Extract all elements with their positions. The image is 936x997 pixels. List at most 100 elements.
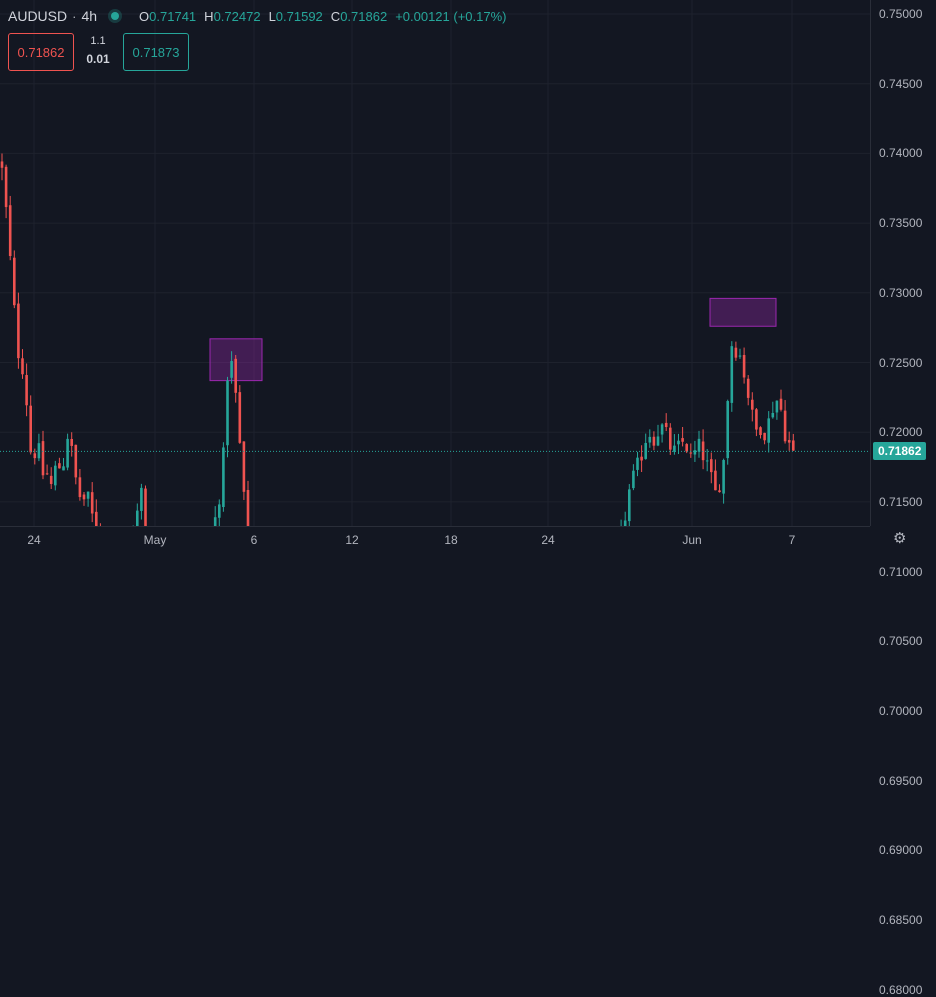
price-tick-label: 0.74500 (879, 76, 923, 91)
candle-body (29, 405, 32, 453)
candle-body (751, 399, 754, 410)
price-tick-label: 0.71500 (879, 494, 923, 509)
price-tick-label: 0.70500 (879, 634, 923, 649)
candle-body (640, 456, 643, 461)
candle-body (246, 490, 250, 555)
candle-body (697, 438, 701, 452)
candle-body (669, 427, 672, 450)
candle-body (677, 440, 680, 445)
time-tick-label: 24 (541, 533, 555, 547)
candle-body (705, 460, 709, 462)
candle-body (628, 489, 631, 522)
price-tick-label: 0.69000 (879, 843, 923, 858)
change-value: +0.00121 (+0.17%) (395, 8, 507, 24)
candle-body (734, 347, 738, 358)
time-tick-label: 12 (345, 533, 359, 547)
candle-body (0, 161, 4, 168)
time-tick-label: 24 (27, 533, 41, 547)
candle-body (226, 380, 229, 446)
candle-body (95, 511, 98, 533)
candle-body (49, 475, 53, 484)
low-value: 0.71592 (275, 8, 323, 24)
price-tick-label: 0.68000 (879, 982, 923, 997)
open-value: 0.71741 (149, 8, 197, 24)
candle-body (82, 494, 86, 500)
time-tick-label: May (143, 533, 167, 547)
close-value: 0.71862 (340, 8, 388, 24)
spread-value: 1.1 (90, 35, 106, 47)
candle-body (673, 445, 676, 452)
price-tick-label: 0.74000 (879, 146, 923, 161)
symbol-name[interactable]: AUDUSD (8, 8, 68, 24)
candle-body (623, 520, 627, 530)
candle-body (681, 438, 684, 442)
candle-body (17, 303, 20, 359)
candle-body (660, 424, 664, 435)
timeframe-label[interactable]: 4h (81, 8, 98, 24)
symbol-legend: AUDUSD · 4h O 0.71741 H 0.72472 L 0.7159… (8, 8, 515, 24)
candle-body (213, 517, 217, 551)
price-axis[interactable]: 0.75000 0.74500 0.74000 0.73500 0.73000 0.725… (870, 0, 936, 997)
price-tick-label: 0.71000 (879, 564, 923, 579)
candle-body (730, 346, 734, 403)
candle-body (33, 453, 37, 459)
time-tick-label: 7 (788, 533, 796, 547)
time-axis[interactable]: 24 May 6 12 18 24 Jun 7 (0, 526, 870, 551)
candle-body (45, 473, 49, 475)
highlight-rectangle[interactable] (709, 297, 777, 327)
candle-body (648, 436, 652, 443)
quantity-value[interactable]: 0.01 (86, 52, 110, 66)
candle-body (771, 412, 775, 418)
candle-body (718, 490, 721, 493)
price-tick-label: 0.69500 (879, 773, 923, 788)
candle-body (685, 444, 688, 452)
live-dot-icon (111, 12, 120, 20)
candle-body (714, 470, 717, 491)
candle-body (140, 487, 143, 511)
candle-body (763, 432, 766, 441)
candlestick-chart[interactable] (0, 0, 870, 991)
candle-body (738, 355, 742, 357)
candle-body (136, 510, 139, 536)
price-tick-label: 0.72500 (879, 355, 923, 370)
sell-button[interactable]: 0.71862 (8, 33, 74, 71)
candle-body (787, 440, 791, 443)
candle-body (78, 477, 82, 498)
candle-body (652, 436, 656, 446)
candle-body (664, 422, 668, 428)
candle-body (230, 361, 233, 378)
candle-body (689, 452, 693, 454)
candle-body (722, 460, 725, 494)
candle-body (86, 491, 90, 499)
candle-body (656, 436, 660, 446)
time-tick-label: 6 (250, 533, 258, 547)
legend-separator: · (72, 8, 77, 24)
candle-body (742, 355, 746, 378)
buy-button[interactable]: 0.71873 (123, 33, 189, 71)
candle-body (74, 444, 78, 478)
candle-body (90, 492, 94, 514)
candle-body (746, 378, 750, 398)
spread-quantity: 1.1 0.01 (80, 32, 116, 68)
candle-body (222, 447, 225, 508)
high-value: 0.72472 (213, 8, 261, 24)
candle-body (62, 466, 65, 471)
candle-body (25, 375, 28, 406)
close-label: C (330, 8, 341, 24)
gear-icon[interactable]: ⚙ (893, 530, 907, 547)
candle-body (755, 409, 758, 430)
candle-body (37, 443, 41, 459)
chart-area[interactable]: AUDUSD · 4h O 0.71741 H 0.72472 L 0.7159… (0, 0, 870, 991)
candle-body (779, 398, 783, 410)
price-tick-label: 0.72000 (879, 425, 923, 440)
candle-body (693, 450, 697, 455)
candle-body (41, 441, 45, 476)
price-tick-label: 0.73000 (879, 285, 923, 300)
candle-body (242, 441, 246, 492)
price-tick-label: 0.75000 (879, 7, 923, 21)
candle-body (66, 438, 69, 468)
price-tick-label: 0.68500 (879, 913, 923, 928)
price-tick-label: 0.70000 (879, 704, 923, 718)
candle-body (632, 470, 635, 489)
candle-body (783, 410, 787, 442)
